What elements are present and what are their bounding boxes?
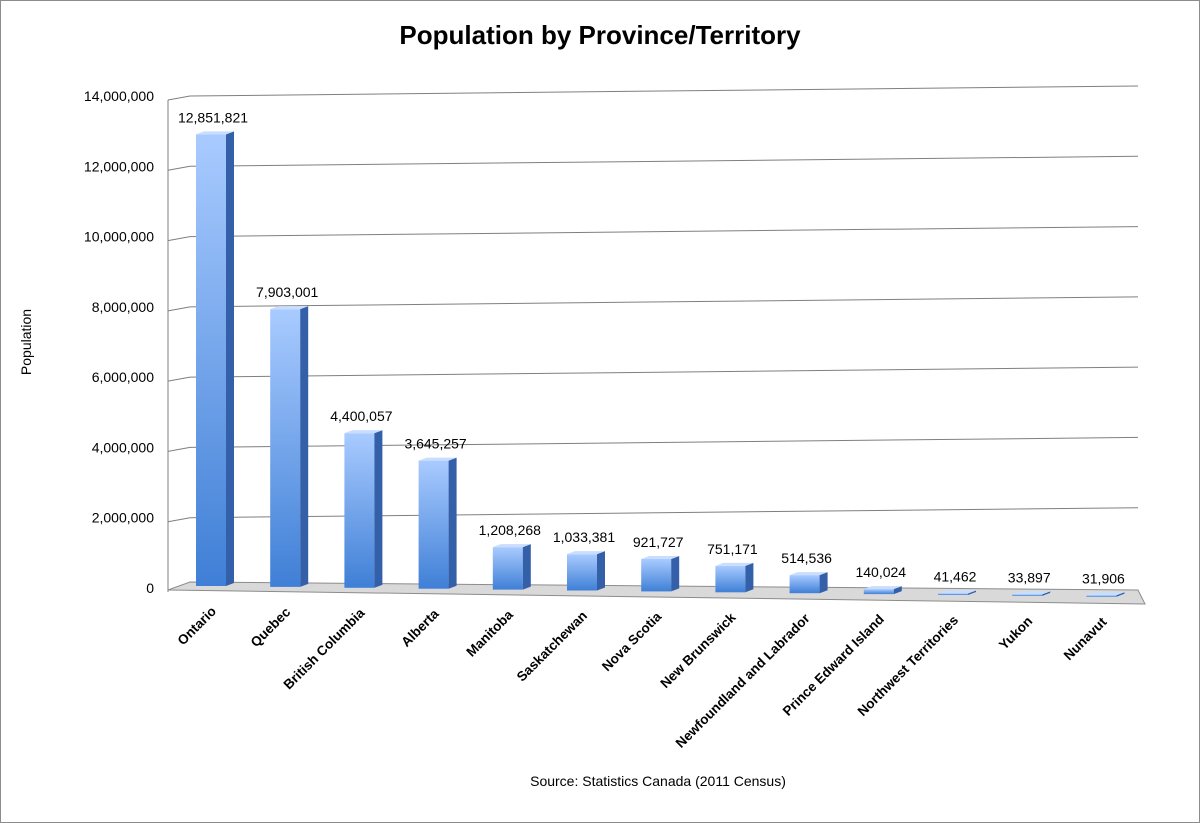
- y-tick-label: 10,000,000: [84, 229, 154, 245]
- bar: [789, 575, 820, 594]
- bar-side: [893, 586, 902, 595]
- data-label: 140,024: [855, 564, 906, 580]
- bar: [938, 593, 968, 595]
- bar-top: [641, 556, 680, 560]
- data-label: 31,906: [1082, 570, 1125, 586]
- x-category-label: Saskatchewan: [514, 608, 590, 684]
- bar-side: [968, 590, 976, 595]
- gridline-wall: [167, 236, 191, 242]
- bar: [1012, 594, 1043, 596]
- y-tick-label: 14,000,000: [84, 88, 154, 104]
- gridline-wall: [167, 446, 191, 452]
- x-category-label: Ontario: [175, 604, 220, 649]
- gridline-wall: [167, 165, 191, 171]
- data-label: 4,400,057: [330, 408, 392, 424]
- gridline: [189, 436, 1139, 448]
- gridline-wall: [167, 517, 191, 523]
- x-category-label: New Brunswick: [657, 609, 739, 691]
- bar-top: [1012, 591, 1051, 595]
- bar-top: [418, 457, 457, 461]
- x-category-label: Manitoba: [463, 607, 516, 660]
- data-label: 1,208,268: [479, 522, 541, 538]
- bar: [418, 460, 449, 589]
- bar-side: [819, 572, 828, 594]
- data-label: 41,462: [934, 569, 977, 585]
- data-label: 12,851,821: [178, 109, 248, 125]
- bar: [492, 547, 523, 590]
- bar-side: [226, 131, 234, 587]
- data-label: 1,033,381: [553, 529, 615, 545]
- bar: [641, 559, 672, 592]
- data-label: 751,171: [707, 541, 758, 557]
- y-tick-label: 12,000,000: [84, 158, 154, 174]
- bar: [196, 134, 226, 587]
- data-labels: 12,851,821 7,903,001 4,400,057 3,645,257 1,2…: [178, 109, 1125, 586]
- floor-plane: [167, 581, 1146, 605]
- gridline: [189, 507, 1139, 519]
- y-tick-label: 8,000,000: [92, 299, 154, 315]
- bar: [1086, 595, 1117, 597]
- bar: [567, 554, 597, 591]
- gridline: [189, 226, 1139, 238]
- bar-side: [671, 556, 680, 592]
- bar-side: [597, 551, 605, 591]
- gridline: [189, 155, 1139, 167]
- y-axis-ticks: 0 2,000,000 4,000,000 6,000,000 8,000,000 10,…: [84, 88, 154, 596]
- y-tick-label: 0: [146, 580, 154, 596]
- bar-side: [374, 430, 383, 588]
- bar-side: [1116, 592, 1125, 597]
- gridlines: [167, 85, 1139, 592]
- floor: [167, 581, 1146, 605]
- bar-side: [745, 562, 754, 593]
- bar-side: [448, 457, 457, 589]
- bar-top: [270, 306, 309, 310]
- x-category-label: Newfoundland and Labrador: [673, 610, 814, 751]
- bar-top: [1086, 592, 1125, 596]
- gridline-wall: [167, 376, 191, 382]
- bar-top: [938, 590, 976, 594]
- data-label: 514,536: [781, 550, 832, 566]
- bar-top: [863, 586, 902, 590]
- chart-title: Population by Province/Territory: [399, 20, 801, 50]
- gridline: [189, 85, 1139, 97]
- bar-side: [300, 306, 309, 587]
- x-category-label: Alberta: [398, 606, 442, 650]
- x-category-label: British Columbia: [281, 605, 368, 692]
- bar: [344, 433, 375, 588]
- bar-top: [789, 572, 828, 576]
- gridline: [189, 366, 1139, 378]
- y-tick-label: 4,000,000: [92, 439, 154, 455]
- gridline-wall: [167, 306, 191, 312]
- bar-top: [196, 131, 234, 135]
- bar: [715, 565, 746, 593]
- x-category-label: Yukon: [996, 613, 1035, 652]
- x-category-label: Nova Scotia: [599, 609, 665, 675]
- data-label: 7,903,001: [256, 284, 318, 300]
- bars: [196, 131, 1125, 597]
- y-tick-label: 2,000,000: [92, 510, 154, 526]
- data-label: 3,645,257: [404, 436, 466, 452]
- gridline-wall: [167, 95, 191, 101]
- bar-top: [715, 562, 754, 566]
- data-label: 33,897: [1008, 569, 1051, 585]
- bar: [270, 309, 301, 587]
- gridline: [189, 296, 1139, 308]
- data-label: 921,727: [633, 534, 684, 550]
- bar-top: [344, 430, 383, 434]
- x-category-label: Quebec: [248, 604, 294, 650]
- bar-side: [522, 544, 531, 590]
- bar: [863, 589, 894, 595]
- bar-side: [1042, 591, 1051, 596]
- bar-top: [492, 544, 531, 548]
- y-tick-label: 6,000,000: [92, 369, 154, 385]
- x-category-label: Nunavut: [1061, 614, 1110, 663]
- bar-top: [567, 551, 605, 555]
- chart-source-note: Source: Statistics Canada (2011 Census): [530, 773, 786, 789]
